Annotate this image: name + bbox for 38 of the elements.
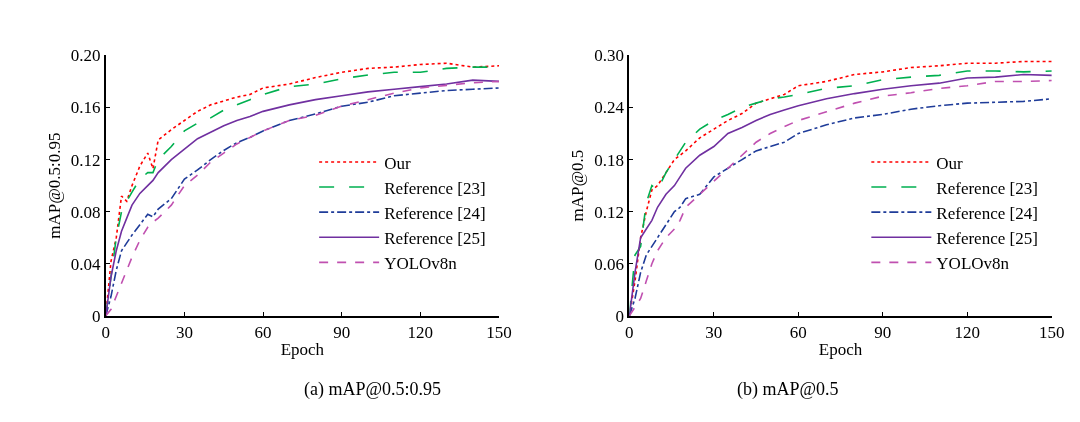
legend-label: Reference [23] [384,178,486,198]
y-tick-label: 0.08 [70,202,101,222]
x-axis-title: Epoch [818,340,863,360]
legend-label: Reference [23] [936,178,1038,198]
y-tick-label: 0.18 [594,150,624,170]
x-tick-label: 30 [175,323,193,343]
legend-label: Reference [24] [384,203,486,223]
legend-label: Reference [25] [936,228,1038,248]
x-tick-label: 90 [333,323,351,343]
x-tick-label: 60 [254,323,272,343]
y-axis-title: mAP@0.5 [568,149,588,222]
y-tick-label: 0.12 [594,202,624,222]
x-tick-label: 150 [1039,323,1065,343]
legend-label: YOLOv8n [936,253,1010,273]
y-axis-title: mAP@0.5:0.95 [44,132,64,239]
y-tick-label: 0 [615,306,624,326]
legend-label: Reference [24] [936,203,1038,223]
y-tick-label: 0.30 [594,46,624,66]
y-tick-label: 0.16 [70,98,101,118]
x-tick-label: 30 [705,323,723,343]
y-tick-label: 0.04 [70,254,101,274]
y-tick-label: 0 [91,306,101,326]
y-tick-label: 0.24 [594,98,625,118]
x-tick-label: 60 [789,323,807,343]
legend-label: Our [384,153,411,173]
y-tick-label: 0.20 [70,46,101,66]
x-tick-label: 120 [407,323,434,343]
y-tick-label: 0.06 [594,254,624,274]
y-tick-label: 0.12 [70,150,101,170]
x-axis-title: Epoch [280,340,325,360]
legend-label: YOLOv8n [384,253,458,273]
x-tick-label: 90 [874,323,892,343]
text: (a) mAP@0.5:0.95 [304,379,442,400]
text: (b) mAP@0.5 [737,379,839,400]
x-tick-label: 120 [954,323,981,343]
legend-label: Reference [25] [384,228,486,248]
x-tick-label: 150 [486,323,512,343]
legend-label: Our [936,153,964,173]
